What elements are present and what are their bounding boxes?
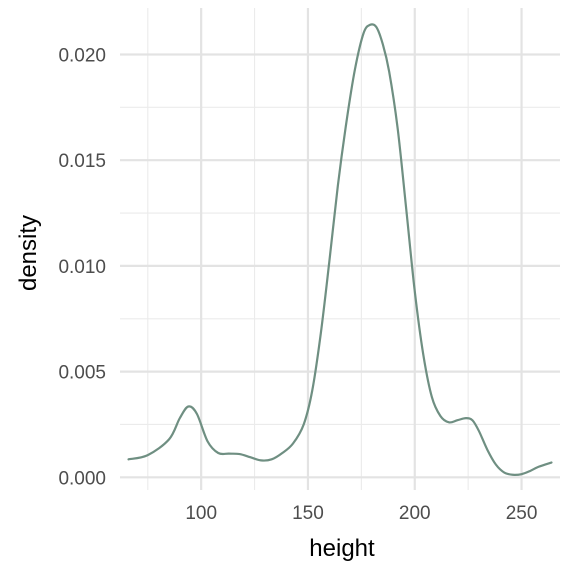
- x-tick-label: 200: [399, 503, 431, 524]
- y-axis-title: density: [15, 215, 42, 291]
- y-tick-labels: 0.000 0.005 0.010 0.015 0.020: [58, 46, 106, 490]
- y-tick-label: 0.015: [58, 151, 106, 172]
- x-axis-title: height: [309, 535, 375, 562]
- density-line: [127, 23, 553, 476]
- x-tick-label: 150: [292, 503, 324, 524]
- x-tick-label: 100: [185, 503, 217, 524]
- minor-grid: [120, 8, 560, 490]
- y-tick-label: 0.010: [58, 257, 106, 278]
- y-tick-label: 0.000: [58, 468, 106, 489]
- y-tick-label: 0.020: [58, 46, 106, 67]
- x-tick-labels: 100 150 200 250: [185, 503, 537, 524]
- major-grid: [120, 8, 560, 490]
- y-tick-label: 0.005: [58, 363, 106, 384]
- x-tick-label: 250: [506, 503, 538, 524]
